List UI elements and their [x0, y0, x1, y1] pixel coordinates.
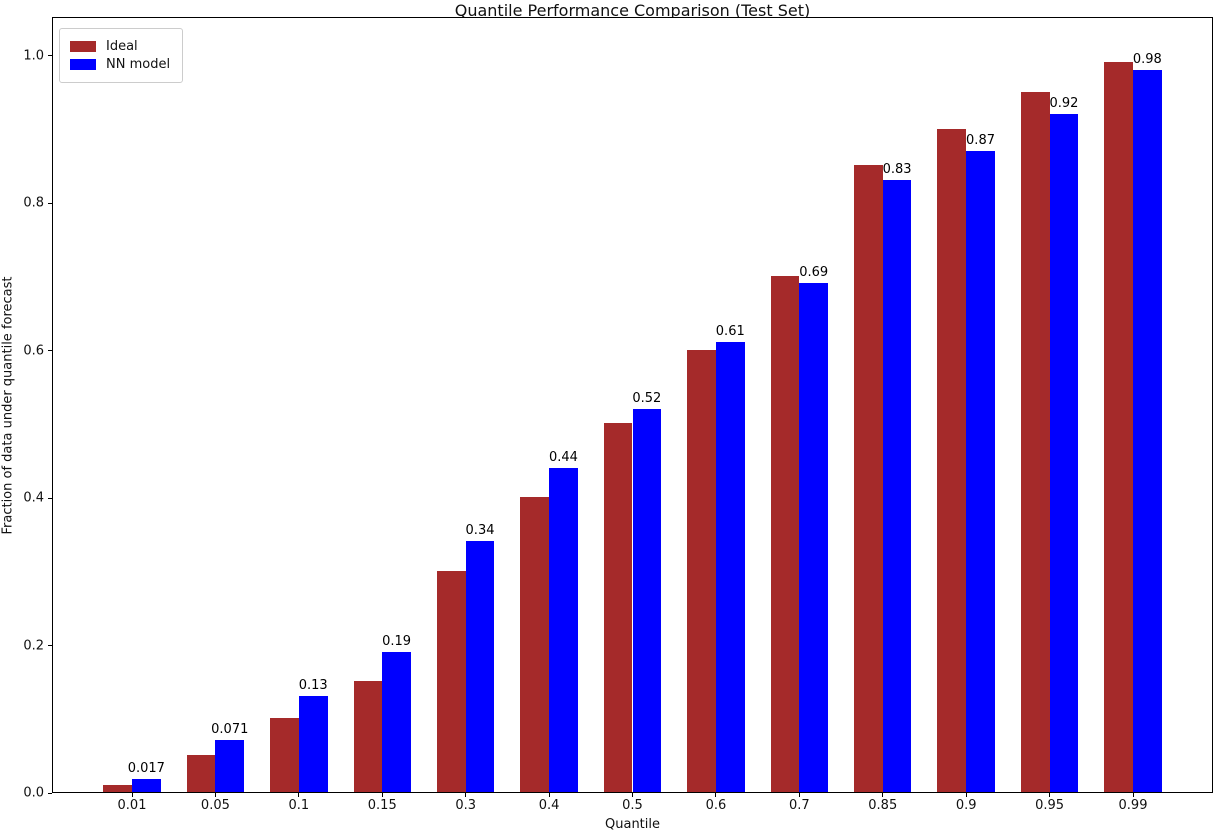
- y-tick-label: 0.4: [23, 490, 44, 506]
- bar-nn-model: [298, 696, 328, 792]
- y-tick-label: 1.0: [23, 48, 44, 64]
- x-tick-label: 0.7: [788, 798, 810, 813]
- plot-area: Ideal NN model 0.017 0.071 0.13 0.19 0.34 0.4…: [52, 17, 1213, 793]
- bar-value-label: 0.34: [465, 523, 495, 539]
- bar-nn-model: [715, 342, 745, 792]
- y-tick-label: 0.0: [23, 785, 44, 801]
- legend-swatch-nn-model-icon: [70, 59, 96, 70]
- x-tick-label: 0.6: [705, 798, 727, 813]
- bar-ideal: [687, 349, 716, 792]
- bar-value-label: 0.92: [1049, 95, 1079, 111]
- bar-nn-model: [882, 180, 912, 792]
- x-tick-label: 0.99: [1118, 798, 1148, 813]
- legend-swatch-ideal-icon: [70, 41, 96, 52]
- y-tick-label: 0.6: [23, 343, 44, 359]
- y-axis-tick: [48, 645, 52, 647]
- x-axis-tick: [548, 793, 550, 797]
- y-axis-tick: [48, 792, 52, 794]
- bar-value-label: 0.52: [632, 390, 662, 406]
- x-tick-label: 0.9: [955, 798, 977, 813]
- x-tick-label: 0.95: [1035, 798, 1065, 813]
- y-axis-tick: [48, 350, 52, 352]
- bar-value-label: 0.87: [966, 132, 995, 148]
- x-axis-tick: [882, 793, 884, 797]
- legend-label-nn-model: NN model: [106, 57, 171, 72]
- x-tick-label: 0.85: [868, 798, 898, 813]
- bar-ideal: [603, 423, 633, 792]
- x-tick-label: 0.01: [117, 798, 147, 813]
- bar-ideal: [770, 276, 800, 792]
- bar-nn-model: [549, 467, 578, 792]
- bar-value-label: 0.83: [882, 162, 912, 178]
- bar-value-label: 0.44: [548, 449, 578, 465]
- x-tick-label: 0.3: [455, 798, 476, 813]
- chart-title: Quantile Performance Comparison (Test Se…: [454, 1, 811, 20]
- bar-nn-model: [799, 283, 829, 792]
- x-tick-label: 0.5: [622, 798, 643, 813]
- y-tick-label: 0.8: [23, 195, 44, 211]
- x-axis-label: Quantile: [605, 817, 660, 832]
- bar-ideal: [353, 681, 383, 792]
- x-tick-label: 0.1: [288, 798, 310, 813]
- bar-ideal: [103, 784, 132, 792]
- bar-ideal: [1020, 91, 1050, 792]
- bar-ideal: [854, 165, 883, 792]
- bar-nn-model: [382, 651, 411, 792]
- x-axis-tick: [965, 793, 967, 797]
- bar-value-label: 0.017: [127, 761, 165, 777]
- legend-item-nn-model: NN model: [70, 57, 170, 72]
- x-axis-tick: [715, 793, 717, 797]
- bar-ideal: [436, 570, 466, 792]
- x-axis-tick: [1049, 793, 1051, 797]
- legend: Ideal NN model: [59, 28, 184, 83]
- bar-nn-model: [1133, 69, 1162, 792]
- bar-value-label: 0.071: [211, 721, 249, 737]
- bar-ideal: [1104, 62, 1133, 792]
- y-axis-label: Fraction of data under quantile forecast: [0, 276, 16, 535]
- y-axis-tick: [48, 497, 52, 499]
- bar-value-label: 0.19: [382, 633, 412, 649]
- y-tick-label: 0.2: [23, 638, 44, 654]
- x-axis-tick: [632, 793, 633, 797]
- x-tick-label: 0.15: [367, 798, 397, 813]
- legend-label-ideal: Ideal: [106, 39, 138, 54]
- bar-nn-model: [632, 408, 662, 792]
- bar-nn-model: [132, 779, 161, 792]
- bar-value-label: 0.61: [715, 324, 745, 340]
- bar-nn-model: [215, 739, 245, 792]
- bar-ideal: [186, 755, 216, 792]
- x-tick-label: 0.05: [200, 798, 230, 813]
- x-axis-tick: [131, 793, 133, 797]
- bar-nn-model: [1049, 113, 1079, 792]
- x-axis-tick: [1132, 793, 1134, 797]
- y-axis-tick: [48, 55, 52, 57]
- bar-nn-model: [966, 150, 995, 792]
- x-axis-tick: [798, 793, 800, 797]
- bar-value-label: 0.98: [1132, 51, 1162, 67]
- bar-ideal: [937, 128, 967, 792]
- legend-item-ideal: Ideal: [70, 39, 170, 54]
- x-axis-tick: [214, 793, 216, 797]
- y-axis-tick: [48, 202, 52, 204]
- bar-nn-model: [465, 541, 495, 792]
- x-axis-tick: [465, 793, 467, 797]
- x-axis-tick: [381, 793, 383, 797]
- bar-value-label: 0.13: [298, 678, 328, 694]
- bar-ideal: [270, 718, 299, 792]
- x-axis-tick: [298, 793, 300, 797]
- x-tick-label: 0.4: [538, 798, 560, 813]
- bar-ideal: [520, 497, 550, 792]
- bar-value-label: 0.69: [799, 265, 829, 281]
